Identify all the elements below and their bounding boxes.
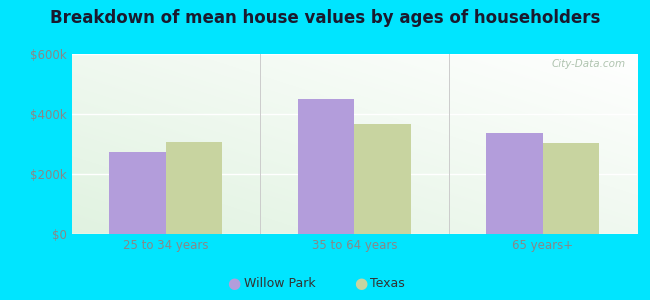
Bar <box>298 99 354 234</box>
Text: City-Data.com: City-Data.com <box>552 59 626 69</box>
Bar <box>486 133 543 234</box>
Text: ●: ● <box>227 276 240 291</box>
Text: Willow Park: Willow Park <box>244 277 315 290</box>
Text: Texas: Texas <box>370 277 405 290</box>
Bar <box>166 142 222 234</box>
Bar <box>354 124 411 234</box>
Text: ●: ● <box>354 276 367 291</box>
Text: Breakdown of mean house values by ages of householders: Breakdown of mean house values by ages o… <box>50 9 600 27</box>
Bar <box>109 152 166 234</box>
Bar <box>543 142 599 234</box>
